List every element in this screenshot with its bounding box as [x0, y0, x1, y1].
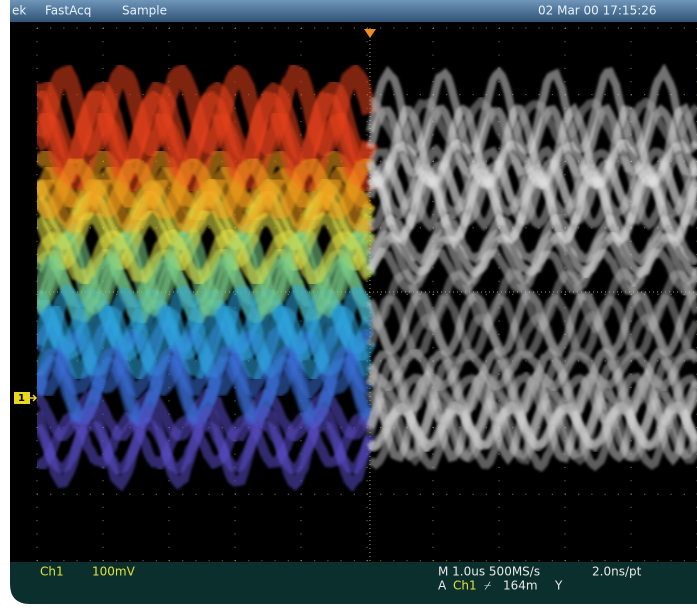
resolution: 2.0ns/pt: [592, 565, 642, 579]
oscilloscope-screen: 1 ek FastAcq Sample 02 Mar 00 17:15:26 C…: [0, 0, 697, 604]
acq-mode: FastAcq: [45, 4, 91, 18]
trigger-label: A: [438, 579, 447, 593]
trigger-channel: Ch1: [453, 579, 477, 593]
page: 1 ek FastAcq Sample 02 Mar 00 17:15:26 C…: [0, 0, 697, 604]
trigger-mode: Y: [554, 579, 563, 593]
timestamp: 02 Mar 00 17:15:26: [538, 4, 657, 18]
channel-marker: 1: [18, 393, 25, 404]
brand: ek: [12, 4, 26, 18]
timebase: M 1.0us 500MS/s: [438, 565, 540, 579]
trigger-slope: ⌿: [484, 579, 491, 593]
trigger-level: 164m: [503, 579, 538, 593]
footer-scale: 100mV: [92, 565, 136, 579]
footer-channel: Ch1: [40, 565, 64, 579]
acq-type: Sample: [122, 4, 167, 18]
